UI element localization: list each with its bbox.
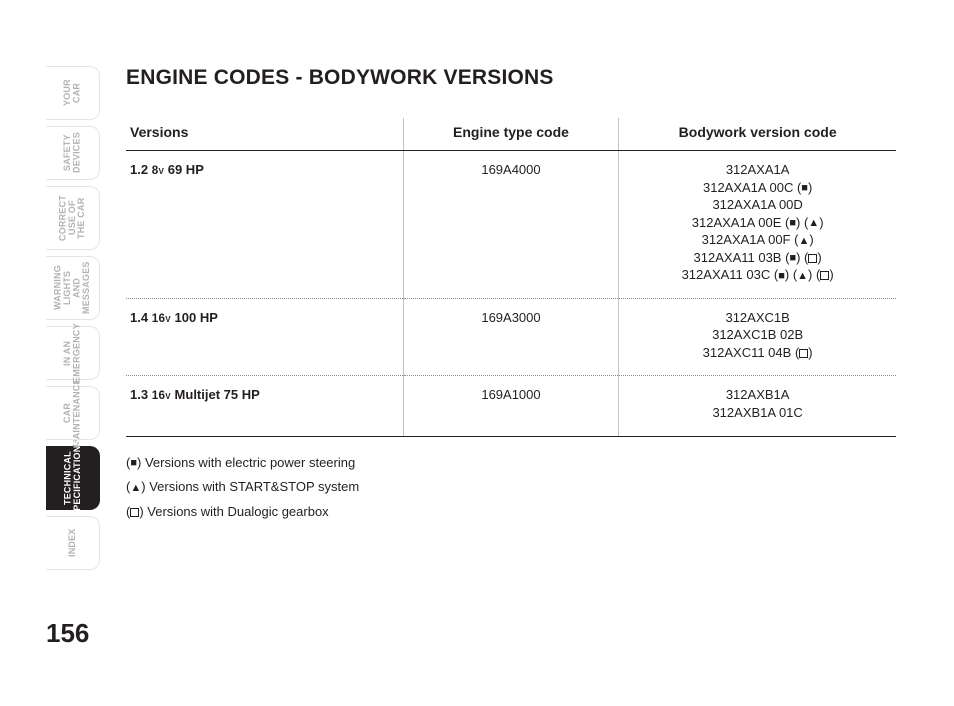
footnote: () Versions with electric power steering <box>126 451 896 476</box>
square-filled-icon <box>801 181 808 196</box>
cell-engine-code: 169A3000 <box>403 298 619 376</box>
section-tab-safety-devices[interactable]: SAFETY DEVICES <box>46 126 100 180</box>
footnote-text: Versions with Dualogic gearbox <box>147 504 328 519</box>
square-filled-icon <box>778 269 785 284</box>
square-filled-icon <box>130 453 137 474</box>
version-label: 1.3 16v Multijet 75 HP <box>130 387 260 402</box>
section-tab-index[interactable]: INDEX <box>46 516 100 570</box>
bodywork-code: 312AXA11 03B () () <box>623 249 892 267</box>
bodywork-code: 312AXA11 03C () () () <box>623 266 892 284</box>
version-label: 1.4 16v 100 HP <box>130 310 218 325</box>
square-filled-icon <box>789 216 796 231</box>
footnotes: () Versions with electric power steering… <box>126 451 896 525</box>
cell-bodywork-codes: 312AXB1A312AXB1A 01C <box>619 376 896 436</box>
table-row: 1.2 8v 69 HP 169A4000312AXA1A312AXA1A 00C… <box>126 151 896 299</box>
bodywork-code: 312AXA1A <box>623 161 892 179</box>
footnote-text: Versions with electric power steering <box>145 455 355 470</box>
section-tab-warning-lights-and-messages[interactable]: WARNING LIGHTS AND MESSAGES <box>46 256 100 320</box>
bodywork-code: 312AXA1A 00F () <box>623 231 892 249</box>
main-content: ENGINE CODES - BODYWORK VERSIONS Version… <box>126 66 896 525</box>
cell-version: 1.3 16v Multijet 75 HP <box>126 376 403 436</box>
bodywork-code: 312AXB1A <box>623 386 892 404</box>
bodywork-code: 312AXA1A 00D <box>623 196 892 214</box>
bodywork-code: 312AXC1B 02B <box>623 326 892 344</box>
section-title: ENGINE CODES - BODYWORK VERSIONS <box>126 66 896 90</box>
triangle-filled-icon <box>798 234 809 249</box>
square-outline-icon <box>820 271 829 280</box>
cell-bodywork-codes: 312AXC1B312AXC1B 02B312AXC11 04B () <box>619 298 896 376</box>
col-header-engine: Engine type code <box>403 118 619 151</box>
bodywork-code: 312AXC11 04B () <box>623 344 892 362</box>
bodywork-code: 312AXA1A 00E () () <box>623 214 892 232</box>
table-header-row: Versions Engine type code Bodywork versi… <box>126 118 896 151</box>
cell-version: 1.4 16v 100 HP <box>126 298 403 376</box>
footnote: () Versions with START&STOP system <box>126 475 896 500</box>
version-label: 1.2 8v 69 HP <box>130 162 204 177</box>
square-outline-icon <box>130 508 139 517</box>
section-tab-in-an-emergency[interactable]: IN AN EMERGENCY <box>46 326 100 380</box>
col-header-bodywork: Bodywork version code <box>619 118 896 151</box>
triangle-filled-icon <box>808 216 819 231</box>
bodywork-code: 312AXC1B <box>623 309 892 327</box>
square-outline-icon <box>808 254 817 263</box>
triangle-filled-icon <box>797 269 808 284</box>
table-row: 1.3 16v Multijet 75 HP 169A1000312AXB1A31… <box>126 376 896 436</box>
section-tab-correct-use-of-the-car[interactable]: CORRECT USE OF THE CAR <box>46 186 100 250</box>
cell-version: 1.2 8v 69 HP <box>126 151 403 299</box>
cell-engine-code: 169A4000 <box>403 151 619 299</box>
section-tabs: YOUR CAR SAFETY DEVICES CORRECT USE OF THE… <box>46 66 100 570</box>
footnote: () Versions with Dualogic gearbox <box>126 500 896 525</box>
square-outline-icon <box>799 349 808 358</box>
bodywork-code: 312AXA1A 00C () <box>623 179 892 197</box>
bodywork-code: 312AXB1A 01C <box>623 404 892 422</box>
section-tab-technical-specifications[interactable]: TECHNICAL SPECIFICATIONS <box>46 446 100 510</box>
table-row: 1.4 16v 100 HP 169A3000312AXC1B312AXC1B 0… <box>126 298 896 376</box>
cell-engine-code: 169A1000 <box>403 376 619 436</box>
section-tab-your-car[interactable]: YOUR CAR <box>46 66 100 120</box>
triangle-filled-icon <box>130 478 141 499</box>
engine-codes-table: Versions Engine type code Bodywork versi… <box>126 118 896 437</box>
square-filled-icon <box>789 251 796 266</box>
section-tab-car-maintenance[interactable]: CAR MAINTENANCE <box>46 386 100 440</box>
page-number: 156 <box>46 618 89 649</box>
col-header-versions: Versions <box>126 118 403 151</box>
footnote-text: Versions with START&STOP system <box>149 479 359 494</box>
cell-bodywork-codes: 312AXA1A312AXA1A 00C ()312AXA1A 00D312AX… <box>619 151 896 299</box>
